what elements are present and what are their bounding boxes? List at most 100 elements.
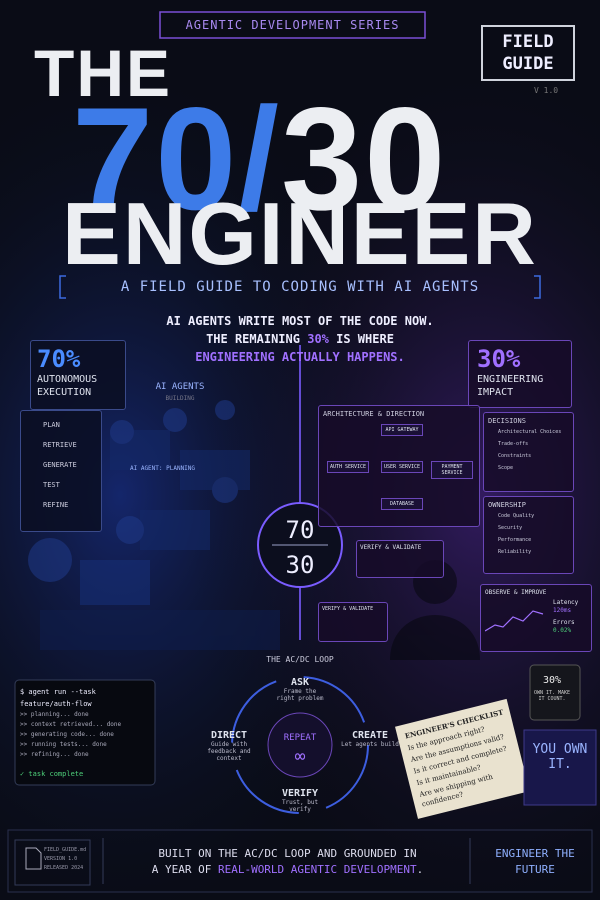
terminal-done: ✓ task complete: [20, 770, 84, 778]
center-bottom: 30: [285, 551, 315, 579]
intro-text: THE REMAINING: [206, 332, 308, 346]
architecture-node: API GATEWAY: [381, 424, 423, 436]
loop-ask: ASK Frame the right problem: [255, 677, 345, 702]
decisions-item: Architectural Choices: [498, 429, 562, 435]
left-label: AUTONOMOUS EXECUTION: [37, 374, 98, 398]
ownership-item: Code Quality: [498, 513, 535, 519]
decisions-item: Trade-offs: [498, 441, 529, 447]
ownership-item: Performance: [498, 537, 532, 543]
version: V 1.0: [534, 86, 559, 95]
book-text: YOU OWN IT.: [532, 742, 588, 772]
decisions-item: Constraints: [498, 453, 532, 459]
step-item: PLAN: [43, 421, 60, 429]
loop-infinity: ∞: [294, 746, 306, 767]
verify-panel: VERIFY & VALIDATE: [318, 602, 388, 642]
agent-tag: AI AGENT: PLANNING: [130, 465, 196, 472]
loop-repeat: REPEAT: [283, 733, 317, 743]
verify-panel: VERIFY & VALIDATE: [356, 540, 444, 578]
terminal-command: $ agent run --task feature/auth-flow: [20, 688, 96, 708]
title-30: 30: [280, 77, 448, 240]
mug-percent: 30%: [542, 675, 562, 686]
terminal-line: >> generating code... done: [20, 731, 114, 738]
footer-file: FIELD_GUIDE.md VERSION 1.0 RELEASED 2024: [44, 846, 86, 873]
errors-value: 0.02%: [553, 627, 572, 634]
step-item: RETRIEVE: [43, 441, 77, 449]
terminal-line: >> running tests... done: [20, 741, 107, 748]
observe-metrics: Latency 120ms Errors 0.02%: [553, 599, 578, 635]
footer-line: A YEAR OF REAL-WORLD AGENTIC DEVELOPMENT…: [110, 862, 465, 878]
architecture-node: USER SERVICE: [381, 461, 423, 473]
terminal-line: >> refining... done: [20, 751, 89, 758]
footer-highlight: REAL-WORLD AGENTIC DEVELOPMENT: [217, 863, 417, 876]
right-percent: 30%: [477, 345, 521, 373]
loop-step: DIRECT: [210, 730, 248, 741]
observe-panel: OBSERVE & IMPROVE Latency 120ms Errors 0…: [480, 584, 592, 652]
latency-label: Latency: [553, 599, 579, 606]
observe-title: OBSERVE & IMPROVE: [485, 589, 547, 596]
center-top: 70: [285, 516, 315, 544]
step-item: GENERATE: [43, 461, 77, 469]
intro-highlight: 30%: [307, 332, 329, 346]
step-item: TEST: [43, 481, 60, 489]
intro-line: ENGINEERING ACTUALLY HAPPENS.: [195, 350, 405, 364]
footer-released: RELEASED 2024: [44, 865, 84, 871]
intro: AI AGENTS WRITE MOST OF THE CODE NOW. TH…: [100, 312, 500, 366]
loop-step: VERIFY: [281, 788, 319, 799]
series-label: AGENTIC DEVELOPMENT SERIES: [185, 18, 400, 32]
observe-sparkline: [485, 610, 544, 632]
steps-panel: PLAN RETRIEVE GENERATE TEST REFINE: [20, 410, 102, 532]
ownership-item: Security: [498, 525, 523, 531]
loop-step: CREATE: [351, 730, 389, 741]
loop-step-text: Frame the right problem: [276, 688, 324, 702]
intro-text: IS WHERE: [328, 332, 394, 346]
mug-text: OWN IT. MAKE IT COUNT.: [533, 690, 571, 702]
loop-create: CREATE Let agents build: [340, 730, 400, 748]
terminal-line: >> planning... done: [20, 711, 89, 718]
terminal: $ agent run --task feature/auth-flow >> …: [20, 686, 152, 780]
agents-title: AI AGENTS: [155, 382, 205, 392]
ownership-panel: OWNERSHIP Code Quality Security Performanc…: [483, 496, 574, 574]
decisions-item: Scope: [498, 465, 514, 471]
intro-line: AI AGENTS WRITE MOST OF THE CODE NOW.: [166, 314, 434, 328]
terminal-line: >> context retrieved... done: [20, 721, 122, 728]
title-ratio: 70/30: [72, 86, 447, 232]
errors-label: Errors: [553, 619, 575, 626]
title-70: 70/: [72, 77, 281, 240]
architecture-title: ARCHITECTURE & DIRECTION: [323, 410, 425, 418]
ownership-item: Reliability: [498, 549, 532, 555]
loop-step-text: Trust, but verify: [281, 799, 319, 813]
title-engineer: ENGINEER: [62, 184, 538, 283]
right-stat: 30% ENGINEERING IMPACT: [468, 340, 572, 408]
architecture-panel: ARCHITECTURE & DIRECTION API GATEWAY AUTH…: [318, 405, 480, 527]
footer-text: BUILT ON THE AC/DC LOOP AND GROUNDED IN …: [110, 846, 465, 878]
footer-span: A YEAR OF: [151, 863, 218, 876]
subtitle: A FIELD GUIDE TO CODING WITH AI AGENTS: [120, 279, 480, 295]
decisions-panel: DECISIONS Architectural Choices Trade-off…: [483, 412, 574, 492]
loop-verify: VERIFY Trust, but verify: [260, 788, 340, 813]
step-item: REFINE: [43, 501, 69, 509]
title-the: THE: [34, 36, 172, 110]
intro-line: THE REMAINING 30% IS WHERE: [100, 330, 500, 348]
footer-file-name: FIELD_GUIDE.md: [44, 847, 87, 853]
architecture-node: PAYMENT SERVICE: [431, 461, 473, 479]
footer-version: VERSION 1.0: [44, 856, 78, 862]
right-label: ENGINEERING IMPACT: [477, 374, 544, 398]
agents-sub: BUILDING: [165, 395, 195, 402]
architecture-node: DATABASE: [381, 498, 423, 510]
loop-step: ASK: [290, 677, 310, 688]
loop-title: THE AC/DC LOOP: [266, 655, 334, 664]
left-stat: 70% AUTONOMOUS EXECUTION: [30, 340, 126, 410]
loop-direct: DIRECT Guide with feedback and context: [196, 730, 262, 762]
latency-value: 120ms: [553, 607, 572, 614]
decisions-title: DECISIONS: [488, 417, 526, 425]
architecture-node: AUTH SERVICE: [327, 461, 369, 473]
footer-tagline: ENGINEER THE FUTURE: [495, 847, 575, 876]
loop-step-text: Guide with feedback and context: [207, 741, 251, 762]
field-guide-badge: FIELD GUIDE: [502, 32, 554, 74]
ownership-title: OWNERSHIP: [488, 501, 526, 509]
footer-span: .: [416, 863, 424, 876]
loop-step-text: Let agents build: [341, 741, 399, 748]
footer-line: BUILT ON THE AC/DC LOOP AND GROUNDED IN: [158, 847, 417, 860]
